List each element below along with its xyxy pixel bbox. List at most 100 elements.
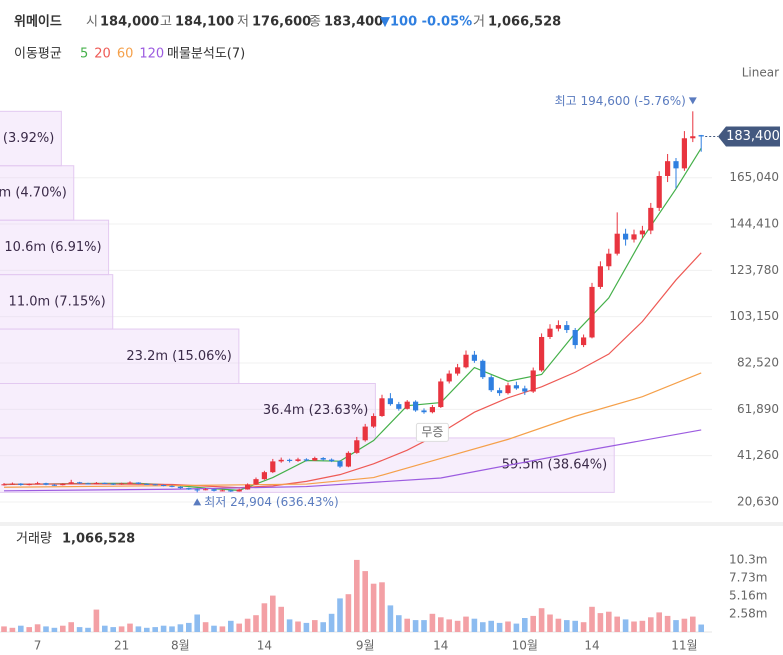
- volume-bar: [152, 627, 158, 632]
- volume-bar: [622, 619, 629, 632]
- candle-body: [665, 161, 671, 176]
- y-tick-label: 20,630: [737, 494, 779, 508]
- volume-bar: [328, 613, 335, 632]
- profile-label: 36.4m (23.63%): [263, 403, 368, 418]
- annotation: 무증: [421, 425, 443, 439]
- profile-bar: [0, 219, 110, 276]
- volume-bar: [76, 627, 83, 632]
- candle-body: [555, 325, 561, 329]
- candle-body: [539, 336, 545, 371]
- x-tick-label: 10월: [512, 639, 538, 653]
- candle-body: [471, 354, 477, 361]
- candle-body: [68, 482, 74, 484]
- profile-bar: [0, 382, 376, 439]
- candle-body: [480, 360, 486, 378]
- high-label: 고: [160, 15, 172, 30]
- pane-separator: [0, 522, 783, 526]
- y-tick-label: 123,780: [729, 263, 779, 277]
- volume-bar: [177, 624, 184, 632]
- x-tick-label: 14: [257, 639, 272, 653]
- volume-bar: [396, 615, 402, 632]
- volume-bar: [564, 620, 570, 632]
- x-tick-label: 14: [433, 639, 448, 653]
- profile-label: 7.23m (4.70%): [0, 185, 67, 200]
- volume-bar: [286, 619, 293, 632]
- change: ▼100 -0.05%: [380, 15, 472, 30]
- volume-bar: [664, 615, 671, 632]
- candle-body: [488, 377, 494, 391]
- candle-body: [119, 483, 125, 485]
- volume-bar: [471, 618, 478, 632]
- candle-body: [631, 234, 637, 240]
- candle-body: [270, 461, 276, 473]
- current-price-tag: [718, 126, 780, 147]
- volume-bar: [538, 608, 545, 632]
- ma-line: [3, 429, 702, 492]
- volume-bar: [135, 626, 142, 632]
- close-label: 종: [309, 15, 321, 30]
- ma-title: 이동평균: [14, 47, 62, 62]
- candle-body: [51, 484, 57, 486]
- volume-bar: [60, 625, 66, 632]
- volume-bar: [522, 618, 528, 632]
- volume-title: 거래량: [16, 532, 52, 547]
- volume-bar: [446, 619, 452, 632]
- volume-bar: [211, 625, 217, 632]
- volume-bar: [648, 617, 654, 632]
- volume-bar: [631, 621, 637, 632]
- profile-label: 10.6m (6.91%): [4, 240, 101, 255]
- volume-bar: [429, 613, 436, 632]
- candle-body: [387, 398, 393, 405]
- volume-bar: [387, 605, 394, 632]
- candle-body: [379, 398, 385, 417]
- candle-body: [589, 286, 595, 338]
- volume-bar: [345, 594, 352, 632]
- volume-bar: [572, 620, 578, 632]
- volume-bar: [186, 622, 192, 632]
- volume-bar: [93, 609, 100, 632]
- candle-body: [9, 483, 15, 485]
- volume-bar: [698, 624, 704, 632]
- volume-bar: [488, 620, 494, 632]
- volume-tick-label: 7.73m: [729, 570, 767, 584]
- candle-body: [371, 416, 377, 427]
- x-tick-label: 7: [34, 639, 42, 653]
- candle-body: [295, 459, 301, 461]
- candle-body: [152, 484, 158, 486]
- candle-body: [547, 328, 553, 337]
- x-tick-label: 8월: [171, 639, 190, 653]
- x-tick-label: 14: [584, 639, 599, 653]
- volume-bar: [597, 613, 604, 632]
- volume-bar: [18, 625, 24, 632]
- y-tick-label: 61,890: [737, 402, 779, 416]
- candle-body: [60, 483, 66, 486]
- volume-bar: [690, 616, 696, 632]
- volume-bar: [404, 618, 410, 632]
- volume-bar: [160, 625, 167, 632]
- profile-bar: [0, 165, 75, 221]
- candle-body: [530, 370, 536, 392]
- y-tick-label: 103,150: [729, 309, 779, 323]
- candle-body: [102, 482, 108, 484]
- candle-body: [26, 484, 32, 486]
- volume-bar: [261, 603, 268, 632]
- volume-bar: [278, 606, 284, 632]
- volume-bar: [421, 620, 427, 632]
- volume-bar: [26, 627, 32, 632]
- volume-bar: [236, 623, 242, 632]
- volume-bar: [463, 616, 469, 632]
- volume-bar: [354, 559, 360, 632]
- candle-body: [673, 161, 679, 169]
- candle-body: [455, 367, 461, 374]
- candle-body: [522, 388, 528, 392]
- candle-body: [463, 354, 469, 368]
- candle-body: [43, 483, 49, 485]
- volume-bar: [244, 618, 251, 632]
- volume-bar: [614, 616, 620, 632]
- open-label: 시: [86, 15, 98, 30]
- volume-bar: [295, 621, 301, 632]
- candle-body: [127, 482, 133, 484]
- volume-bar: [253, 615, 259, 632]
- profile-bar: [0, 274, 114, 330]
- candle-body: [345, 452, 351, 467]
